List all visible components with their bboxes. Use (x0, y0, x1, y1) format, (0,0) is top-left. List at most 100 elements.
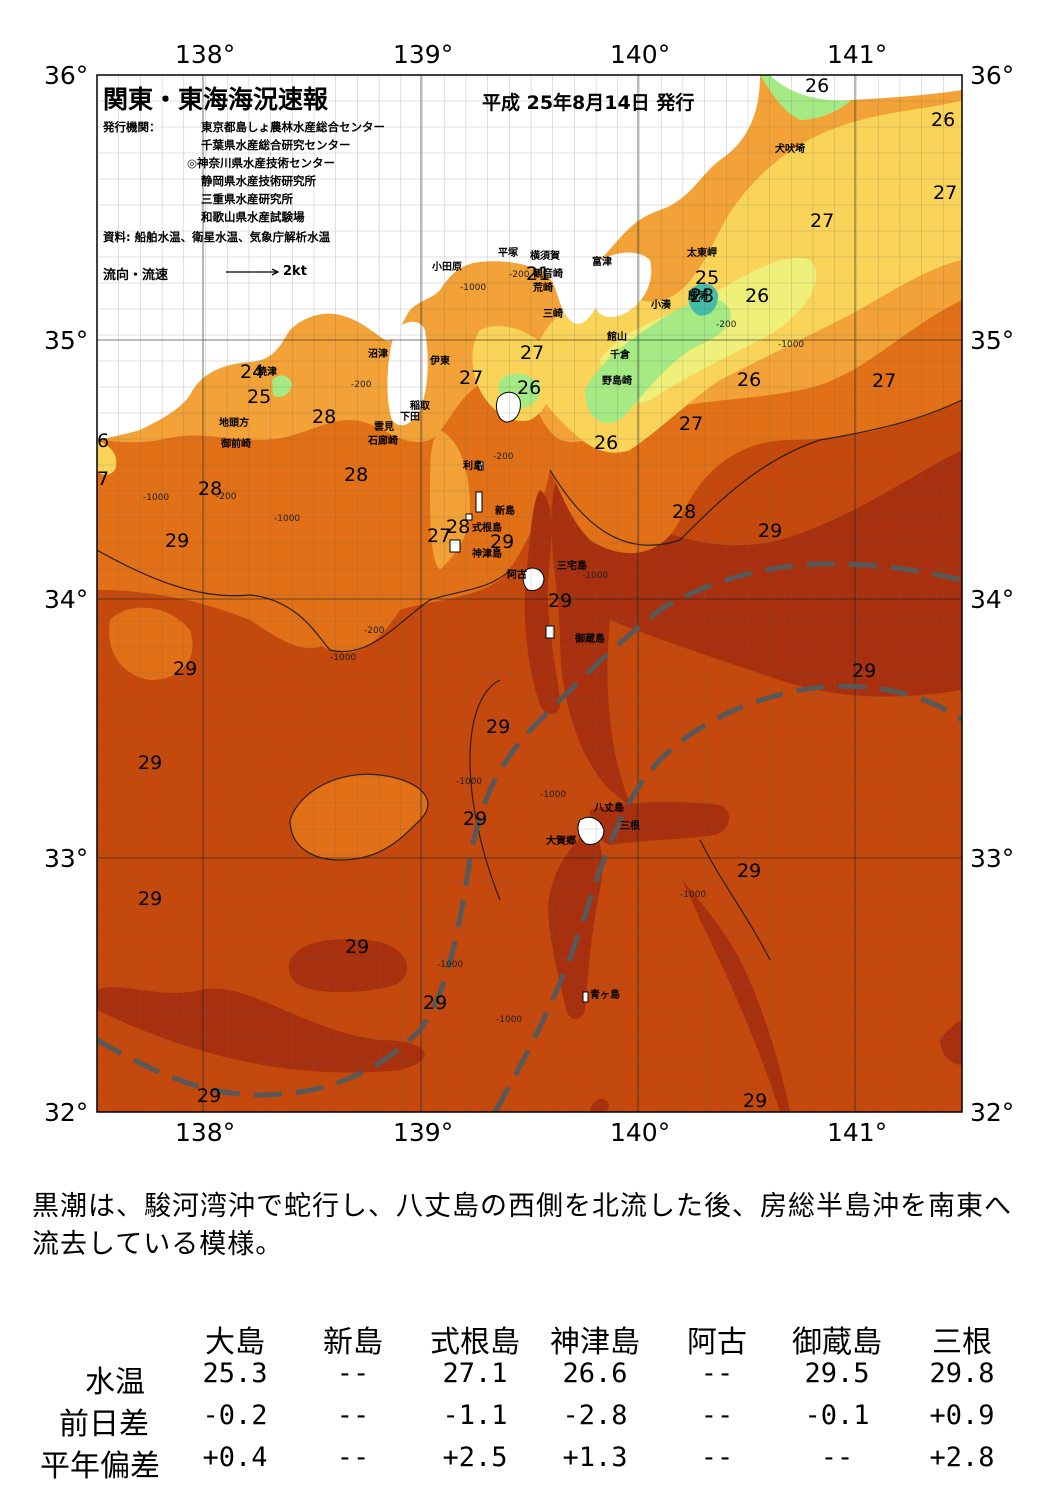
depth-contour-label: -200 (216, 492, 237, 502)
table-cell: 29.8 (929, 1358, 995, 1389)
isotherm-label: 26 (594, 432, 619, 454)
land-boso (594, 252, 652, 318)
isotherm-label: 29 (758, 520, 783, 542)
lat-label-right: 32° (970, 1098, 1015, 1127)
isotherm-label: 24 (240, 361, 265, 383)
island-niijima (475, 491, 483, 513)
place-name: 千倉 (610, 350, 630, 361)
place-name: 太東岬 (687, 248, 717, 259)
table-cell: -- (820, 1442, 854, 1473)
lon-label-bottom: 140° (610, 1118, 671, 1147)
table-cell: +2.5 (442, 1442, 508, 1473)
institution-item: 三重県水産研究所 (201, 192, 293, 206)
lat-label-left: 35° (44, 326, 89, 355)
depth-contour-label: -1000 (496, 1015, 523, 1025)
isotherm-label: 27 (933, 182, 958, 204)
isotherm-label: 27 (679, 413, 704, 435)
sea-t29plus-mid-patch (288, 939, 407, 993)
institution-item: 東京都島しょ農林水産総合センター (201, 120, 385, 134)
data-sources: 資料: 船舶水温、衛星水温、気象庁解析水温 (103, 230, 331, 244)
sea-t24-west-coast (272, 375, 292, 397)
sea-t28-west-tongue (97, 510, 330, 649)
table-cell: -0.1 (804, 1400, 870, 1431)
isotherm-label: 29 (743, 1090, 768, 1112)
lon-label-bottom: 139° (393, 1118, 454, 1147)
isotherm-label: 25 (695, 267, 720, 289)
isotherm-label: 7 (97, 468, 110, 490)
isotherm-label: 29 (737, 860, 762, 882)
row-label: 前日差 (59, 1407, 149, 1442)
place-name: 富津 (592, 257, 612, 268)
depth-contour-label: -1000 (143, 493, 170, 503)
isotherm-label: 27 (872, 370, 897, 392)
isotherm-label: 28 (312, 406, 337, 428)
isotherm-label: 28 (344, 464, 369, 486)
sea-t29-overlay-east (607, 620, 962, 1112)
institution-item: 千葉県水産総合研究センター (201, 138, 351, 152)
island-kozushima (449, 539, 461, 553)
isotherm-label: 23 (690, 285, 715, 307)
isotherm-label: 27 (810, 210, 835, 232)
isotherm-label: 28 (198, 478, 223, 500)
table-cell: 26.6 (562, 1358, 628, 1389)
lon-label-bottom: 138° (175, 1118, 236, 1147)
isotherm-label: 28 (446, 516, 471, 538)
place-name: 御前崎 (221, 439, 251, 450)
island-miyakejima (522, 567, 545, 591)
place-name: 焼津 (257, 367, 277, 378)
place-name: 利島 (463, 461, 483, 472)
depth-contour-label: -1000 (582, 571, 609, 581)
depth-contour-label: -1000 (437, 960, 464, 970)
place-name: 御蔵島 (575, 634, 605, 645)
place-name: 館山 (607, 332, 627, 343)
isotherm-label: 26 (737, 369, 762, 391)
table-cell: +0.4 (202, 1442, 268, 1473)
isotherm-label: 29 (423, 992, 448, 1014)
summary-text: 黒潮は、駿河湾沖で蛇行し、八丈島の西側を北流した後、房総半島沖を南東へ流去してい… (32, 1191, 1012, 1260)
flow-legend-label: 流向・流速 (103, 268, 169, 283)
depth-contour-label: -200 (493, 452, 514, 462)
sea-t29plus-hachijo-east (589, 801, 730, 845)
institution-item: 静岡県水産技術研究所 (201, 174, 316, 188)
isotherm-label: 29 (490, 531, 515, 553)
place-name: 地頭方 (219, 418, 249, 429)
kuroshio-axis (97, 561, 962, 1112)
lon-label-top: 139° (393, 40, 454, 69)
place-name: 八丈島 (594, 803, 624, 814)
lat-label-left: 32° (44, 1098, 89, 1127)
lat-label-left: 33° (44, 844, 89, 873)
place-name: 観音崎 (533, 269, 563, 280)
place-name: 伊東 (430, 356, 450, 367)
land-northeast-strip (770, 75, 962, 101)
isotherm-label: 29 (548, 590, 573, 612)
isotherm-lines (97, 399, 962, 961)
depth-contour-label: -200 (509, 270, 530, 280)
depth-contour-label: -1000 (456, 777, 483, 787)
depth-contour-label: -1000 (460, 283, 487, 293)
table-cell: 29.5 (804, 1358, 870, 1389)
depth-contour-label: -1000 (778, 340, 805, 350)
island-aogashima (582, 991, 589, 1003)
island-hachijojima (577, 816, 605, 845)
isotherm-label: 25 (247, 386, 272, 408)
graticule (97, 75, 962, 1112)
isotherm-label: 29 (138, 888, 163, 910)
table-cell: -0.2 (202, 1400, 268, 1431)
isotherm-label: 29 (138, 752, 163, 774)
place-name: 式根島 (472, 523, 502, 534)
lat-label-left: 36° (44, 61, 89, 90)
sea-t28-patch-mid (290, 774, 428, 860)
isotherm-label: 21 (526, 263, 551, 285)
place-name: 下田 (400, 412, 420, 423)
island-temperature-table: 大島 新島 式根島 神津島 阿古 御蔵島 三根 水温 前日差 平年偏差 25.3… (0, 1300, 1064, 1500)
lon-label-top: 138° (175, 40, 236, 69)
place-name: 荒崎 (533, 283, 553, 294)
row-label: 平年偏差 (40, 1449, 160, 1484)
column-header: 式根島 (430, 1325, 520, 1360)
place-name: 稲取 (410, 401, 430, 412)
place-name: 石廊崎 (368, 436, 398, 447)
sea-temperature-map: 関東・東海海況速報 平成 25年8月14日 発行 発行機関： 東京都島しょ農林水… (44, 40, 1015, 1147)
column-header: 新島 (323, 1325, 383, 1360)
institution-item: ◎神奈川県水産技術センター (187, 156, 336, 170)
sea-t29plus-izu-ridge (524, 490, 561, 715)
